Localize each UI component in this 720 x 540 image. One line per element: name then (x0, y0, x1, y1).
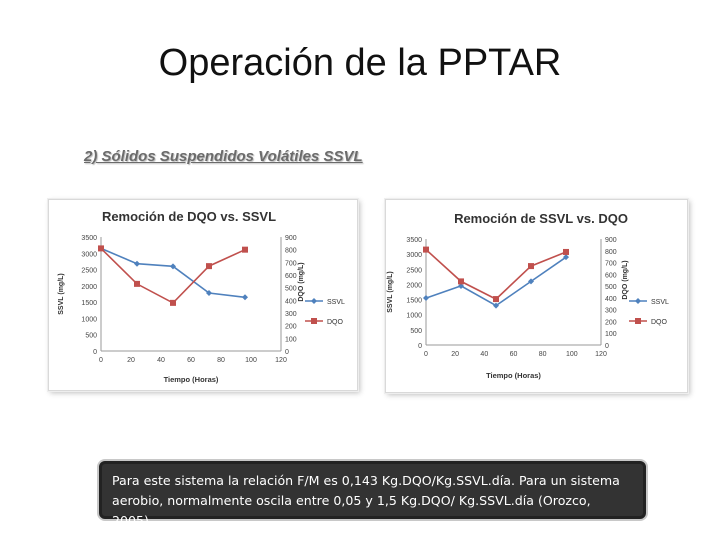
chart2-ytick-label: 2500 (406, 267, 422, 274)
chart2-series-ssvl-legend-marker (635, 298, 641, 304)
chart1-xlabel: Tiempo (Horas) (164, 375, 219, 384)
chart2-y2tick-label: 900 (605, 237, 617, 244)
chart1-ytick-label: 500 (85, 333, 97, 340)
chart2-y2tick-label: 0 (605, 343, 609, 350)
chart1-y2tick-label: 0 (285, 349, 289, 356)
chart1-series-ssvl-point (170, 263, 176, 270)
chart1-series-ssvl-line (100, 247, 246, 299)
chart1-xtick-label: 120 (275, 357, 287, 364)
chart-dqo-vs-ssvl: Remoción de DQO vs. SSVL 0 500 1000 1500 2000… (48, 199, 358, 391)
chart1-xtick-label: 20 (127, 357, 135, 364)
chart2-y2label: DQO (mg/L) (622, 260, 629, 299)
slide-title: Operación de la PPTAR (158, 42, 562, 84)
chart2-ytick-label: 1000 (406, 313, 422, 320)
chart1-y2tick-label: 100 (285, 336, 297, 343)
chart2-y2tick-label: 600 (605, 272, 617, 279)
chart2-xtick-label: 40 (480, 351, 488, 358)
chart2-ylabel: SSVL (mg/L) (387, 271, 394, 312)
chart-ssvl-vs-dqo: Remoción de SSVL vs. DQO 0 500 1000 1500 2000… (385, 199, 688, 393)
chart2-series-ssvl-point (493, 302, 499, 309)
chart2-series-dqo-point (528, 263, 534, 270)
chart2-xlabel: Tiempo (Horas) (486, 371, 541, 380)
chart1-y2tick-label: 800 (285, 248, 297, 255)
chart2-series-ssvl-legend-label: SSVL (651, 299, 669, 306)
chart2-series-dqo-legend-marker (635, 318, 641, 324)
chart1-ylabel: SSVL (mg/L) (58, 273, 65, 314)
chart2-ytick-label: 1500 (406, 298, 422, 305)
chart-ssvl-vs-dqo-svg: Remoción de SSVL vs. DQO0500100015002000… (387, 211, 669, 380)
chart1-ytick-label: 3000 (81, 251, 97, 258)
chart2-series-dqo-point (458, 278, 464, 285)
chart1-series-dqo-point (98, 245, 104, 252)
chart1-y2tick-label: 500 (285, 286, 297, 293)
chart2-ytick-label: 500 (410, 328, 422, 335)
chart2-series-dqo-line (425, 249, 567, 301)
chart1-y2tick-label: 200 (285, 324, 297, 331)
section-subtitle: 2) Sólidos Suspendidos Volátiles SSVL (84, 148, 363, 165)
chart1-series-dqo-point (170, 299, 176, 306)
chart2-y2tick-label: 400 (605, 296, 617, 303)
chart2-series-dqo-legend-label: DQO (651, 319, 668, 326)
chart1-series-dqo-point (242, 246, 248, 253)
chart1-xtick-label: 60 (187, 357, 195, 364)
chart2-y2tick-label: 300 (605, 308, 617, 315)
chart2-series-dqo-point (493, 296, 499, 303)
chart2-title: Remoción de SSVL vs. DQO (454, 211, 628, 226)
chart1-xtick-label: 80 (217, 357, 225, 364)
chart1-y2tick-label: 700 (285, 260, 297, 267)
chart2-ytick-label: 2000 (406, 282, 422, 289)
note-box: Para este sistema la relación F/M es 0,1… (99, 461, 646, 528)
chart1-xtick-label: 0 (99, 357, 103, 364)
chart1-series-ssvl-legend-marker (311, 298, 317, 304)
chart2-y2tick-label: 200 (605, 319, 617, 326)
chart2-series-dqo-point (563, 248, 569, 255)
chart1-y2tick-label: 300 (285, 311, 297, 318)
chart2-y2tick-label: 100 (605, 331, 617, 338)
chart1-series-dqo-point (134, 280, 140, 287)
chart1-series-ssvl-point (206, 290, 212, 297)
chart2-xtick-label: 20 (451, 351, 459, 358)
chart1-ytick-label: 1500 (81, 300, 97, 307)
chart2-xtick-label: 0 (424, 351, 428, 358)
chart1-ytick-label: 2500 (81, 268, 97, 275)
chart2-series-ssvl-point (528, 278, 534, 285)
chart2-xtick-label: 120 (595, 351, 607, 358)
chart2-ytick-label: 3500 (406, 237, 422, 244)
chart2-xtick-label: 100 (566, 351, 578, 358)
chart2-series-dqo-point (423, 246, 429, 253)
chart1-ytick-label: 1000 (81, 316, 97, 323)
chart1-y2tick-label: 600 (285, 273, 297, 280)
chart1-xtick-label: 100 (245, 357, 257, 364)
chart1-series-dqo-legend-marker (311, 318, 317, 324)
chart2-series-ssvl-point (458, 282, 464, 289)
chart1-ytick-label: 3500 (81, 235, 97, 242)
chart2-xtick-label: 60 (510, 351, 518, 358)
chart2-y2tick-label: 500 (605, 284, 617, 291)
chart-dqo-vs-ssvl-svg: Remoción de DQO vs. SSVL0500100015002000… (58, 209, 345, 384)
chart2-y2tick-label: 700 (605, 261, 617, 268)
chart2-ytick-label: 0 (418, 343, 422, 350)
chart2-series-ssvl-point (563, 254, 569, 261)
chart1-y2label: DQO (mg/L) (298, 262, 305, 301)
chart1-xtick-label: 40 (157, 357, 165, 364)
chart1-y2tick-label: 900 (285, 235, 297, 242)
chart1-series-dqo-legend-label: DQO (327, 319, 344, 326)
chart1-series-ssvl-legend-label: SSVL (327, 299, 345, 306)
chart1-y2tick-label: 400 (285, 298, 297, 305)
chart1-ytick-label: 0 (93, 349, 97, 356)
chart2-series-ssvl-point (423, 295, 429, 302)
chart2-ytick-label: 3000 (406, 252, 422, 259)
chart1-ytick-label: 2000 (81, 284, 97, 291)
chart2-y2tick-label: 800 (605, 249, 617, 256)
chart2-xtick-label: 80 (539, 351, 547, 358)
chart1-series-ssvl-point (134, 260, 140, 267)
chart1-title: Remoción de DQO vs. SSVL (102, 209, 276, 224)
chart1-series-dqo-point (206, 263, 212, 270)
chart1-series-ssvl-point (242, 294, 248, 301)
